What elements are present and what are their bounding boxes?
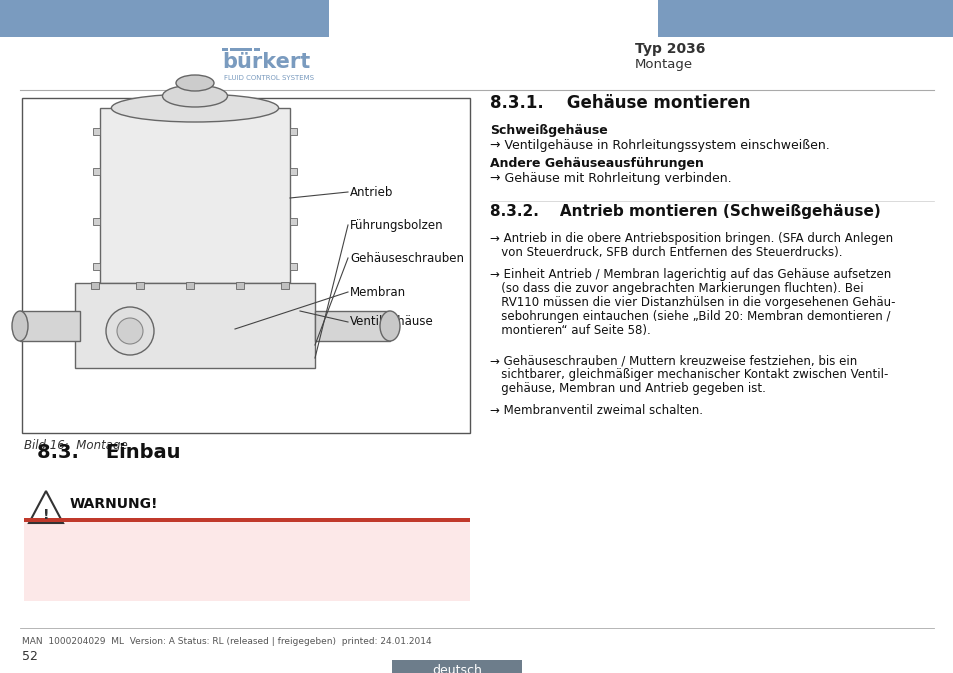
Text: Gehäuseschrauben: Gehäuseschrauben xyxy=(350,252,463,264)
Text: Das Nichtbeachten der Anziehdrehmomente ist wegen möglichem: Das Nichtbeachten der Anziehdrehmomente … xyxy=(32,544,425,557)
Bar xyxy=(91,282,99,289)
Bar xyxy=(22,98,470,433)
Bar xyxy=(20,311,80,341)
Bar xyxy=(92,128,100,135)
Bar xyxy=(281,282,289,289)
Text: → Ventilgehäuse in Rohrleitungssystem einschweißen.: → Ventilgehäuse in Rohrleitungssystem ei… xyxy=(490,139,829,152)
Bar xyxy=(100,108,290,283)
Text: montieren“ auf Seite 58).: montieren“ auf Seite 58). xyxy=(490,324,650,337)
Text: Führungsbolzen: Führungsbolzen xyxy=(350,219,443,232)
Text: → Einheit Antrieb / Membran lagerichtig auf das Gehäuse aufsetzen: → Einheit Antrieb / Membran lagerichtig … xyxy=(490,268,890,281)
Bar xyxy=(92,263,100,270)
Text: Schweißgehäuse: Schweißgehäuse xyxy=(490,124,607,137)
Text: 8.3.2.    Antrieb montieren (Schweißgehäuse): 8.3.2. Antrieb montieren (Schweißgehäuse… xyxy=(490,204,880,219)
Text: gehäuse, Membran und Antrieb gegeben ist.: gehäuse, Membran und Antrieb gegeben ist… xyxy=(490,382,765,395)
Text: 8.3.1.    Gehäuse montieren: 8.3.1. Gehäuse montieren xyxy=(490,94,750,112)
Bar xyxy=(24,522,470,601)
Text: Bild 16:  Montage: Bild 16: Montage xyxy=(24,439,128,452)
Text: WARNUNG!: WARNUNG! xyxy=(70,497,158,511)
Text: ► Anziehdrehmoment beachten (siehe „Tab. 3: Anziehdrehmomente“)..: ► Anziehdrehmoment beachten (siehe „Tab.… xyxy=(32,576,453,589)
Text: sebohrungen eintauchen (siehe „Bild 20: Membran demontieren /: sebohrungen eintauchen (siehe „Bild 20: … xyxy=(490,310,889,323)
Circle shape xyxy=(117,318,143,344)
Bar xyxy=(314,311,390,341)
Text: Antrieb: Antrieb xyxy=(350,186,393,199)
Text: RV110 müssen die vier Distanzhülsen in die vorgesehenen Gehäu-: RV110 müssen die vier Distanzhülsen in d… xyxy=(490,296,895,309)
Text: → Gehäuseschrauben / Muttern kreuzweise festziehen, bis ein: → Gehäuseschrauben / Muttern kreuzweise … xyxy=(490,354,857,367)
Text: bürkert: bürkert xyxy=(222,52,310,72)
Text: sichtbarer, gleichmäßiger mechanischer Kontakt zwischen Ventil-: sichtbarer, gleichmäßiger mechanischer K… xyxy=(490,368,887,381)
Ellipse shape xyxy=(379,311,399,341)
Text: FLUID CONTROL SYSTEMS: FLUID CONTROL SYSTEMS xyxy=(224,75,314,81)
Text: MAN  1000204029  ML  Version: A Status: RL (released | freigegeben)  printed: 24: MAN 1000204029 ML Version: A Status: RL … xyxy=(22,637,431,646)
Text: Typ 2036: Typ 2036 xyxy=(635,42,704,56)
Ellipse shape xyxy=(162,85,227,107)
Text: 52: 52 xyxy=(22,650,38,663)
Text: → Antrieb in die obere Antriebsposition bringen. (SFA durch Anlegen: → Antrieb in die obere Antriebsposition … xyxy=(490,232,892,245)
Ellipse shape xyxy=(175,75,213,91)
Bar xyxy=(230,48,252,51)
Ellipse shape xyxy=(112,94,278,122)
Bar xyxy=(222,48,228,51)
Ellipse shape xyxy=(12,311,28,341)
Text: → Membranventil zweimal schalten.: → Membranventil zweimal schalten. xyxy=(490,404,702,417)
Text: → Gehäuse mit Rohrleitung verbinden.: → Gehäuse mit Rohrleitung verbinden. xyxy=(490,172,731,185)
Text: deutsch: deutsch xyxy=(432,664,481,673)
Text: Verletzungsgefahr bei unsachgemäßem Einbau.: Verletzungsgefahr bei unsachgemäßem Einb… xyxy=(32,528,349,541)
Bar xyxy=(186,282,193,289)
Bar xyxy=(92,218,100,225)
Bar xyxy=(290,218,296,225)
Bar xyxy=(0,0,329,37)
Text: Andere Gehäuseausführungen: Andere Gehäuseausführungen xyxy=(490,157,703,170)
Circle shape xyxy=(106,307,153,355)
Text: Ventilgehäuse: Ventilgehäuse xyxy=(350,316,434,328)
Bar xyxy=(290,128,296,135)
Text: Membran: Membran xyxy=(350,285,406,299)
Bar xyxy=(392,660,521,673)
Bar xyxy=(24,518,470,522)
Bar xyxy=(92,168,100,175)
Polygon shape xyxy=(29,491,63,523)
Bar xyxy=(235,282,244,289)
Bar xyxy=(290,168,296,175)
Text: 8.3.    Einbau: 8.3. Einbau xyxy=(37,443,180,462)
Bar xyxy=(658,0,953,37)
Text: Montage: Montage xyxy=(635,58,693,71)
Text: Mediumsaustritt und möglicher Druckentladung gefährlich.: Mediumsaustritt und möglicher Druckentla… xyxy=(32,558,382,571)
Bar xyxy=(253,48,260,51)
Text: (so dass die zuvor angebrachten Markierungen fluchten). Bei: (so dass die zuvor angebrachten Markieru… xyxy=(490,282,862,295)
Bar xyxy=(136,282,144,289)
Text: von Steuerdruck, SFB durch Entfernen des Steuerdrucks).: von Steuerdruck, SFB durch Entfernen des… xyxy=(490,246,841,259)
Bar xyxy=(75,283,314,368)
Text: !: ! xyxy=(43,508,50,522)
Bar xyxy=(290,263,296,270)
